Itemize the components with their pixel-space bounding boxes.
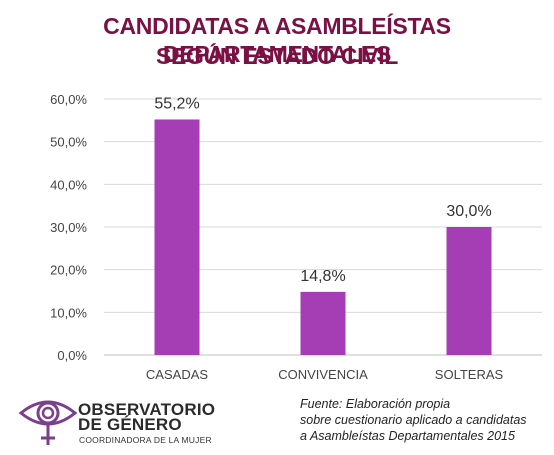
source-note: Fuente: Elaboración propia sobre cuestio… bbox=[300, 396, 527, 444]
data-label: 14,8% bbox=[300, 268, 345, 285]
source-line3: a Asambleístas Departamentales 2015 bbox=[300, 429, 515, 443]
observatorio-logo bbox=[18, 400, 78, 445]
category-label: CONVIVENCIA bbox=[278, 367, 368, 382]
data-label: 55,2% bbox=[154, 95, 199, 112]
bar bbox=[154, 119, 200, 355]
y-axis-ticks: 0,0% 10,0% 20,0% 30,0% 40,0% 50,0% 60,0% bbox=[50, 92, 87, 363]
y-tick-label: 30,0% bbox=[50, 220, 87, 235]
y-tick-label: 50,0% bbox=[50, 135, 87, 150]
y-tick-label: 60,0% bbox=[50, 92, 87, 107]
source-line1: Fuente: Elaboración propia bbox=[300, 397, 451, 411]
y-tick-label: 10,0% bbox=[50, 305, 87, 320]
chart-title-line2: SEGÚN ESTADO CIVIL bbox=[155, 43, 399, 69]
bar bbox=[300, 291, 346, 355]
bar bbox=[446, 227, 492, 355]
y-tick-label: 0,0% bbox=[57, 348, 87, 363]
category-labels: CASADAS CONVIVENCIA SOLTERAS bbox=[146, 367, 504, 382]
logo-line3: COORDINADORA DE LA MUJER bbox=[79, 435, 212, 445]
data-label: 30,0% bbox=[446, 203, 491, 220]
eye-venus-icon bbox=[18, 400, 78, 445]
y-tick-label: 20,0% bbox=[50, 263, 87, 278]
category-label: SOLTERAS bbox=[435, 367, 504, 382]
bars bbox=[154, 119, 492, 355]
logo-line1: OBSERVATORIO bbox=[78, 400, 216, 419]
category-label: CASADAS bbox=[146, 367, 208, 382]
data-labels: 55,2% 14,8% 30,0% bbox=[154, 95, 491, 284]
logo-line2: DE GÉNERO bbox=[78, 415, 182, 434]
chart-title-line1: CANDIDATAS A ASAMBLEÍSTAS DEPARTAMENTALE… bbox=[103, 13, 451, 67]
source-line2: sobre cuestionario aplicado a candidatas bbox=[300, 413, 527, 427]
y-tick-label: 40,0% bbox=[50, 177, 87, 192]
